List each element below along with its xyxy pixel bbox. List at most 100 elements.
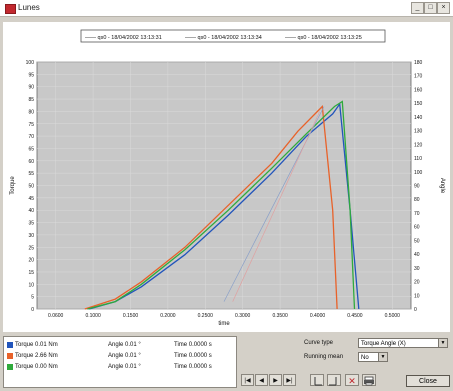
y-tick-label: 75 — [28, 122, 34, 128]
next-button[interactable]: ▶ — [269, 374, 282, 386]
series-marker — [7, 342, 13, 348]
y2-tick-label: 100 — [414, 170, 423, 176]
y-tick-label: 70 — [28, 134, 34, 140]
delete-icon[interactable]: ✕ — [345, 374, 359, 386]
x-tick-label: 0.3500 — [272, 313, 288, 319]
close-button[interactable]: Close — [406, 375, 450, 387]
chart-area: —— qs0 - 18/04/2002 13:13:31 —— qs0 - 18/… — [3, 22, 450, 332]
series-marker — [7, 353, 13, 359]
y2-tick-label: 0 — [414, 307, 417, 313]
x-tick-label: 0.1000 — [85, 313, 101, 319]
readout-row: Torque 0.00 Nm Angle 0.01 ° Time 0.0000 … — [6, 362, 234, 372]
running-mean-select[interactable]: No ▼ — [358, 352, 388, 362]
chevron-down-icon: ▼ — [438, 339, 447, 347]
x-tick-label: 0.2500 — [198, 313, 214, 319]
y2-tick-label: 140 — [414, 115, 423, 121]
y2-tick-label: 110 — [414, 156, 422, 162]
y-tick-label: 40 — [28, 208, 34, 214]
readout-time: Time 0.0000 s — [174, 364, 212, 370]
y2-tick-label: 40 — [414, 252, 420, 258]
legend-entry: —— qs0 - 18/04/2002 13:13:34 — [185, 35, 262, 41]
series-line-1 — [84, 105, 338, 310]
x-tick-label: 0.4500 — [347, 313, 363, 319]
x-axis-label: time — [218, 321, 230, 327]
y-tick-label: 20 — [28, 258, 34, 264]
x-tick-label: 0.3000 — [235, 313, 251, 319]
torque-angle-chart: —— qs0 - 18/04/2002 13:13:31 —— qs0 - 18/… — [10, 29, 445, 327]
y-tick-label: 45 — [28, 196, 34, 202]
series-line-0 — [89, 102, 360, 310]
legend-box — [80, 29, 386, 43]
previous-button[interactable]: ◀ — [255, 374, 268, 386]
y-axis-label: Torque — [10, 176, 16, 195]
y2-tick-label: 80 — [414, 197, 420, 203]
readout-row: Torque 0.01 Nm Angle 0.01 ° Time 0.0000 … — [6, 340, 234, 350]
cursor-left-icon[interactable] — [310, 374, 324, 386]
curve-type-label: Curve type — [304, 340, 334, 346]
last-button[interactable]: ▶| — [283, 374, 296, 386]
y-tick-label: 90 — [28, 85, 34, 91]
cursor-right-icon[interactable] — [327, 374, 341, 386]
readout-row: Torque 2.66 Nm Angle 0.01 ° Time 0.0000 … — [6, 351, 234, 361]
y2-tick-label: 70 — [414, 211, 420, 217]
y-tick-label: 0 — [31, 307, 34, 313]
chevron-down-icon: ▼ — [378, 353, 387, 361]
y2-tick-label: 30 — [414, 266, 420, 272]
readout-torque: Torque 0.00 Nm — [15, 364, 58, 370]
close-icon[interactable]: × — [437, 2, 450, 14]
window-title: Lunes — [18, 3, 40, 12]
x-tick-label: 0.1500 — [123, 313, 139, 319]
x-tick-label: 0.0600 — [48, 313, 64, 319]
y-tick-label: 35 — [28, 221, 34, 227]
y2-tick-label: 170 — [414, 74, 423, 80]
series-line-4 — [232, 111, 321, 302]
first-button[interactable]: |◀ — [241, 374, 254, 386]
y2-tick-label: 180 — [414, 60, 423, 66]
y-tick-label: 5 — [31, 295, 34, 301]
readout-torque: Torque 2.66 Nm — [15, 353, 58, 359]
y2-tick-label: 130 — [414, 129, 423, 135]
x-tick-label: 0.5000 — [385, 313, 401, 319]
curve-type-select[interactable]: Torque Angle (X) ▼ — [358, 338, 448, 348]
running-mean-label: Running mean — [304, 354, 344, 360]
y2-tick-label: 20 — [414, 280, 420, 286]
y-tick-label: 10 — [28, 282, 34, 288]
y2-tick-label: 160 — [414, 87, 423, 93]
y-tick-label: 25 — [28, 245, 34, 251]
print-icon[interactable] — [362, 374, 376, 386]
y-tick-label: 50 — [28, 184, 34, 190]
readout-torque: Torque 0.01 Nm — [15, 342, 58, 348]
running-mean-value: No — [361, 355, 369, 361]
readout-time: Time 0.0000 s — [174, 342, 212, 348]
y-tick-label: 55 — [28, 171, 34, 177]
y2-tick-label: 10 — [414, 293, 420, 299]
cursor-readout-panel: Torque 0.01 Nm Angle 0.01 ° Time 0.0000 … — [3, 336, 237, 388]
y-tick-label: 100 — [26, 60, 35, 66]
title-bar: Lunes _ □ × — [0, 0, 453, 17]
minimize-icon[interactable]: _ — [411, 2, 424, 14]
y-tick-label: 95 — [28, 72, 34, 78]
y-tick-label: 80 — [28, 109, 34, 115]
legend-entry: —— qs0 - 18/04/2002 13:13:25 — [285, 35, 362, 41]
readout-angle: Angle 0.01 ° — [108, 342, 141, 348]
series-marker — [7, 364, 13, 370]
series-line-2 — [87, 100, 356, 310]
y-tick-label: 85 — [28, 97, 34, 103]
y2-axis-label: Angle — [439, 178, 445, 194]
legend-entry: —— qs0 - 18/04/2002 13:13:31 — [85, 35, 162, 41]
readout-angle: Angle 0.01 ° — [108, 364, 141, 370]
y2-tick-label: 120 — [414, 142, 423, 148]
y-tick-label: 60 — [28, 159, 34, 165]
y2-tick-label: 150 — [414, 101, 423, 107]
y-tick-label: 15 — [28, 270, 34, 276]
y2-tick-label: 90 — [414, 184, 420, 190]
y2-tick-label: 50 — [414, 238, 420, 244]
x-tick-label: 0.2000 — [160, 313, 176, 319]
bottom-panel: Torque 0.01 Nm Angle 0.01 ° Time 0.0000 … — [0, 334, 453, 389]
maximize-icon[interactable]: □ — [424, 2, 437, 14]
readout-angle: Angle 0.01 ° — [108, 353, 141, 359]
app-icon — [5, 4, 16, 14]
x-tick-label: 0.4000 — [310, 313, 326, 319]
y2-tick-label: 60 — [414, 225, 420, 231]
